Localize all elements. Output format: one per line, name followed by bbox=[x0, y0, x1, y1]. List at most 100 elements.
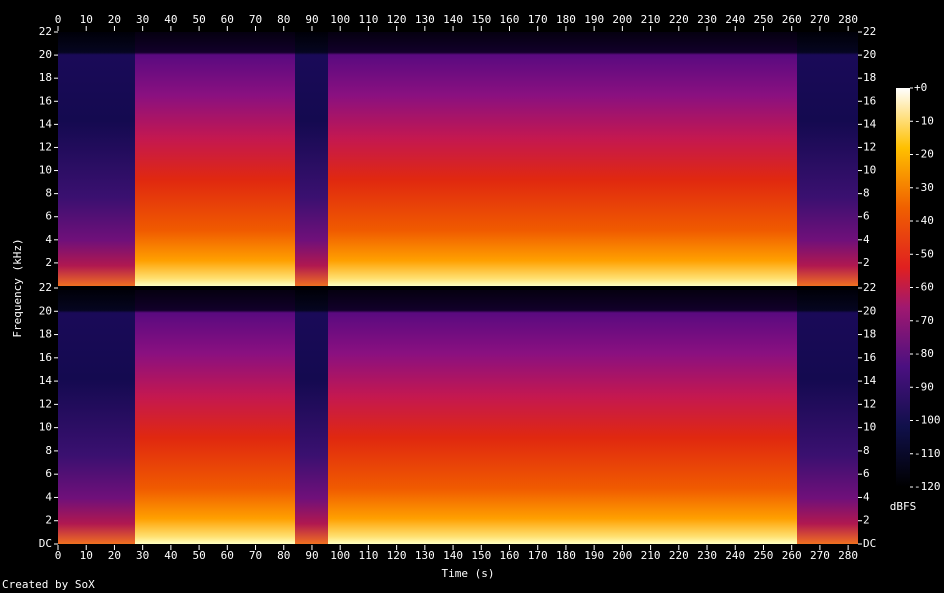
y-tick-label: 10 bbox=[863, 421, 876, 434]
x-tick-label: 220 bbox=[669, 13, 689, 26]
x-tick-label: 60 bbox=[221, 13, 234, 26]
x-tick-label: 230 bbox=[697, 549, 717, 562]
x-tick-label: 260 bbox=[782, 13, 802, 26]
x-tick-label: 190 bbox=[584, 13, 604, 26]
y-tick-label: 16 bbox=[863, 351, 876, 364]
x-tick-label: 250 bbox=[754, 549, 774, 562]
x-tick-label: 230 bbox=[697, 13, 717, 26]
x-tick-label: 150 bbox=[471, 13, 491, 26]
x-tick-label: 10 bbox=[80, 549, 93, 562]
x-tick-label: 10 bbox=[80, 13, 93, 26]
y-tick-label: 10 bbox=[39, 164, 52, 177]
x-tick-label: 200 bbox=[612, 13, 632, 26]
x-tick-label: 180 bbox=[556, 13, 576, 26]
colorbar-tick-label: +0 bbox=[914, 81, 927, 94]
y-tick-label: 14 bbox=[863, 374, 877, 387]
y-tick-label: 18 bbox=[39, 71, 52, 84]
x-tick-label: 100 bbox=[330, 549, 350, 562]
y-tick-label: 12 bbox=[39, 140, 52, 153]
x-tick-label: 70 bbox=[249, 549, 262, 562]
x-tick-label: 170 bbox=[528, 13, 548, 26]
x-tick-label: 40 bbox=[164, 13, 177, 26]
y-tick-label: 18 bbox=[39, 328, 52, 341]
x-tick-label: 60 bbox=[221, 549, 234, 562]
y-tick-label: 14 bbox=[39, 117, 53, 130]
colorbar-tick-label: -10 bbox=[914, 114, 934, 127]
colorbar-tick-label: -30 bbox=[914, 181, 934, 194]
x-tick-label: 210 bbox=[641, 13, 661, 26]
y-tick-label: 6 bbox=[863, 210, 870, 223]
x-tick-label: 90 bbox=[305, 549, 318, 562]
x-tick-label: 200 bbox=[612, 549, 632, 562]
colorbar-tick-label: -40 bbox=[914, 214, 934, 227]
x-tick-label: 160 bbox=[500, 13, 520, 26]
x-tick-label: 110 bbox=[358, 549, 378, 562]
x-tick-label: 190 bbox=[584, 549, 604, 562]
x-tick-label: 240 bbox=[725, 549, 745, 562]
x-tick-label: 40 bbox=[164, 549, 177, 562]
x-tick-label: 70 bbox=[249, 13, 262, 26]
y-tick-label: 20 bbox=[863, 48, 876, 61]
y-tick-label: 16 bbox=[863, 94, 876, 107]
x-tick-label: 130 bbox=[415, 13, 435, 26]
y-tick-label: 6 bbox=[45, 467, 52, 480]
y-tick-label: 8 bbox=[863, 187, 870, 200]
y-tick-label: 4 bbox=[45, 233, 52, 246]
y-tick-label: 20 bbox=[39, 304, 52, 317]
y-tick-label: 22 bbox=[863, 25, 876, 38]
colorbar-tick-label: -120 bbox=[914, 480, 941, 493]
y-tick-label: 4 bbox=[45, 490, 52, 503]
colorbar bbox=[896, 88, 910, 487]
x-tick-label: 130 bbox=[415, 549, 435, 562]
x-tick-label: 160 bbox=[500, 549, 520, 562]
spectrogram-channel-1 bbox=[58, 32, 858, 286]
y-tick-label: 18 bbox=[863, 71, 876, 84]
x-tick-label: 20 bbox=[108, 13, 121, 26]
colorbar-tick-label: -110 bbox=[914, 447, 941, 460]
colorbar-label: dBFS bbox=[890, 500, 917, 513]
x-tick-label: 240 bbox=[725, 13, 745, 26]
y-tick-label: 22 bbox=[39, 25, 52, 38]
x-tick-label: 120 bbox=[387, 13, 407, 26]
x-tick-label: 270 bbox=[810, 549, 830, 562]
x-tick-label: 180 bbox=[556, 549, 576, 562]
y-tick-label: 22 bbox=[863, 281, 876, 294]
x-tick-label: 20 bbox=[108, 549, 121, 562]
y-tick-label: 16 bbox=[39, 94, 52, 107]
y-tick-label: 10 bbox=[39, 421, 52, 434]
x-tick-label: 80 bbox=[277, 13, 290, 26]
x-axis-label: Time (s) bbox=[442, 567, 495, 580]
x-tick-label: 140 bbox=[443, 13, 463, 26]
y-tick-label: 16 bbox=[39, 351, 52, 364]
x-tick-label: 0 bbox=[55, 13, 62, 26]
y-tick-label: 22 bbox=[39, 281, 52, 294]
x-tick-label: 30 bbox=[136, 13, 149, 26]
y-tick-label: DC bbox=[39, 537, 52, 550]
y-tick-label: 2 bbox=[45, 514, 52, 527]
y-tick-label: 4 bbox=[863, 233, 870, 246]
x-tick-label: 220 bbox=[669, 549, 689, 562]
y-tick-label: 2 bbox=[45, 256, 52, 269]
y-tick-label: 2 bbox=[863, 514, 870, 527]
y-tick-label: 6 bbox=[45, 210, 52, 223]
x-tick-label: 270 bbox=[810, 13, 830, 26]
y-tick-label: 12 bbox=[39, 397, 52, 410]
y-tick-label: 6 bbox=[863, 467, 870, 480]
x-tick-label: 80 bbox=[277, 549, 290, 562]
y-tick-label: 18 bbox=[863, 328, 876, 341]
x-tick-label: 50 bbox=[192, 13, 205, 26]
y-tick-label: 2 bbox=[863, 256, 870, 269]
x-tick-label: 260 bbox=[782, 549, 802, 562]
x-tick-label: 90 bbox=[305, 13, 318, 26]
y-tick-label: 10 bbox=[863, 164, 876, 177]
y-tick-label: 12 bbox=[863, 140, 876, 153]
x-tick-label: 250 bbox=[754, 13, 774, 26]
y-tick-label: 12 bbox=[863, 397, 876, 410]
x-tick-label: 280 bbox=[838, 13, 858, 26]
x-tick-label: 120 bbox=[387, 549, 407, 562]
x-tick-label: 0 bbox=[55, 549, 62, 562]
x-tick-label: 150 bbox=[471, 549, 491, 562]
y-axis-label: Frequency (kHz) bbox=[11, 238, 24, 337]
colorbar-tick-label: -100 bbox=[914, 414, 941, 427]
